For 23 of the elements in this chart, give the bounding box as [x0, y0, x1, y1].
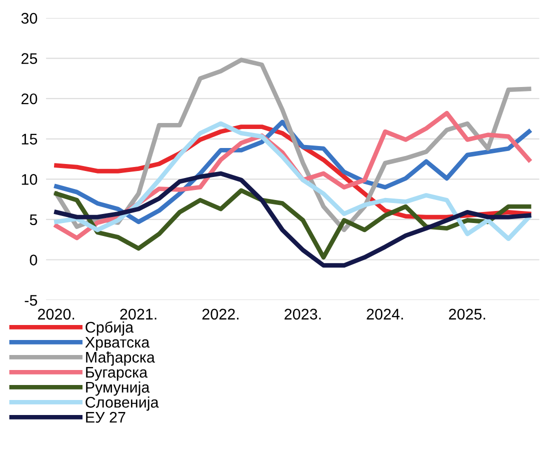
line-series	[54, 171, 532, 268]
y-tick-label: 15	[22, 134, 38, 145]
x-tick-label: 2022.	[202, 308, 238, 320]
legend-label: Хрватска	[85, 337, 150, 351]
x-tick-label: 2025.	[449, 308, 486, 320]
legend-label: Мађарска	[86, 351, 155, 366]
legend-label: Србија	[86, 321, 134, 336]
y-tick-label: -5	[24, 295, 38, 306]
y-tick-label: 20	[22, 93, 38, 104]
legend-label: ЕУ 27	[86, 412, 126, 423]
y-tick-label: 30	[21, 12, 38, 24]
x-tick-label: 2021.	[120, 308, 156, 320]
legend-label: Бугарска	[86, 367, 148, 381]
legend-label: Словенија	[86, 396, 159, 411]
legend-label: Румунија	[86, 381, 150, 396]
y-tick-label: 25	[22, 53, 38, 64]
y-tick-label: 0	[30, 254, 38, 266]
line-series	[54, 188, 532, 260]
x-tick-label: 2023.	[284, 308, 321, 320]
x-tick-label: 2024.	[366, 308, 403, 320]
x-tick-label: 2020.	[38, 308, 74, 320]
y-tick-label: 10	[22, 174, 38, 185]
y-tick-label: 5	[30, 214, 38, 226]
